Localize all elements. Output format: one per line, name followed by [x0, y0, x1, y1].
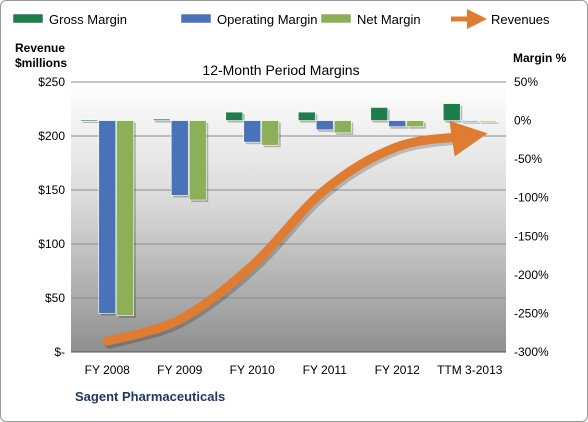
left-tick-label: $-	[54, 345, 65, 359]
right-tick-label: -150%	[514, 229, 549, 243]
bar	[370, 107, 389, 121]
left-tick-label: $150	[38, 183, 65, 197]
gridlines	[71, 81, 506, 353]
right-tick-label: -300%	[514, 345, 549, 359]
bar-shadow	[463, 122, 481, 124]
left-axis-title-line2: $millions	[15, 56, 67, 70]
bar	[80, 119, 99, 122]
bar	[333, 120, 352, 134]
legend-label: Revenues	[491, 12, 550, 27]
bar	[406, 120, 425, 128]
plot-area	[71, 82, 506, 352]
bar-shadow	[155, 121, 173, 123]
revenue-series	[102, 120, 488, 349]
bars	[80, 103, 499, 318]
right-axis-ticks: 50% 0% -50% -100% -150% -200% -250% -300%	[514, 75, 549, 359]
bar	[152, 118, 171, 121]
left-tick-label: $50	[45, 291, 65, 305]
x-tick-label: FY 2010	[230, 363, 275, 377]
left-tick-label: $100	[38, 237, 65, 251]
bar	[98, 120, 117, 314]
legend-swatch	[180, 13, 212, 24]
x-tick-label: FY 2012	[375, 363, 420, 377]
bar	[116, 120, 135, 317]
bar	[297, 111, 316, 121]
bar	[478, 120, 497, 123]
right-tick-label: -50%	[514, 152, 542, 166]
legend-label: Gross Margin	[49, 12, 127, 27]
legend: Gross Margin Operating Margin Net Margin Re…	[12, 9, 550, 29]
x-tick-label: FY 2008	[85, 363, 130, 377]
revenue-line	[102, 120, 488, 346]
bar	[388, 120, 407, 128]
right-tick-label: -250%	[514, 306, 549, 320]
x-axis-ticks: FY 2008 FY 2009 FY 2010 FY 2011 FY 2012 TTM 3…	[85, 363, 503, 377]
x-tick-label: TTM 3-2013	[437, 363, 503, 377]
bar	[225, 111, 244, 121]
bar	[315, 120, 334, 131]
chart-title: 12-Month Period Margins	[202, 62, 359, 78]
bar-shadow	[82, 121, 100, 123]
bar	[442, 103, 461, 121]
left-axis-ticks: $- $50 $100 $150 $200 $250	[38, 75, 65, 359]
legend-label: Net Margin	[357, 12, 421, 27]
right-axis-title: Margin %	[513, 51, 567, 65]
bar	[243, 120, 262, 143]
bar	[261, 120, 280, 146]
right-tick-label: 0%	[514, 114, 532, 128]
x-tick-label: FY 2011	[303, 363, 348, 377]
x-tick-label: FY 2009	[157, 363, 202, 377]
company-name: Sagent Pharmaceuticals	[75, 389, 225, 404]
right-tick-label: -100%	[514, 191, 549, 205]
bar-shadow	[481, 122, 499, 124]
left-tick-label: $250	[38, 75, 65, 89]
legend-label: Operating Margin	[217, 12, 317, 27]
legend-swatch	[12, 13, 44, 24]
bar	[460, 120, 479, 123]
left-tick-label: $200	[38, 129, 65, 143]
bar	[170, 120, 189, 196]
bar	[188, 120, 207, 201]
right-tick-label: -200%	[514, 268, 549, 282]
right-tick-label: 50%	[514, 75, 538, 89]
left-axis-title-line1: Revenue	[15, 41, 65, 55]
legend-swatch	[320, 13, 352, 24]
